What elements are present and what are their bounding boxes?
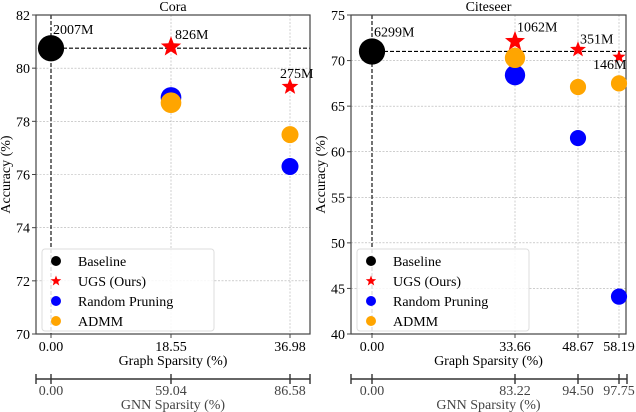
size-annotation: 146M (593, 58, 627, 73)
x-tick-label: 18.55 (155, 340, 187, 355)
y-tick-label: 60 (331, 146, 345, 161)
secondary-tick-label: 97.75 (603, 384, 635, 399)
legend-marker-star (50, 275, 62, 286)
y-tick-label: 50 (331, 237, 345, 252)
x-tick-label: 58.19 (603, 340, 635, 355)
ugs-ours-point (570, 41, 586, 57)
legend-marker-star (365, 275, 377, 286)
legend-marker-circle (366, 316, 376, 326)
y-tick-label: 65 (331, 100, 345, 115)
legend-label: Random Pruning (78, 295, 173, 310)
legend-label: UGS (Ours) (78, 275, 146, 290)
legend-marker-circle (51, 296, 61, 306)
legend-box (41, 248, 215, 332)
y-tick-label: 82 (16, 9, 30, 24)
y-tick-label: 70 (331, 55, 345, 70)
y-tick-label: 45 (331, 282, 345, 297)
admm-point (160, 92, 182, 114)
cora-panel: Cora 70 72 74 76 78 80 82 Accuracy (%) 0.00 18.55 3… (0, 0, 314, 412)
y-tick-label: 80 (16, 62, 30, 77)
legend-marker-circle (51, 256, 61, 266)
baseline-point (37, 35, 65, 62)
admm-point (504, 47, 526, 68)
ugs-ours-point (612, 49, 626, 63)
secondary-tick-label: 0.00 (360, 384, 385, 399)
secondary-tick-label: 83.22 (499, 384, 531, 399)
random-pruning-point (569, 129, 587, 147)
ugs-ours-point (504, 30, 526, 50)
admm-point (610, 75, 628, 92)
legend-label: ADMM (393, 315, 439, 330)
legend-marker-circle (366, 256, 376, 266)
y-tick-label: 76 (16, 169, 30, 184)
size-annotation: 826M (175, 28, 209, 43)
secondary-axis-label: GNN Sparsity (%) (121, 398, 226, 412)
citeseer-panel: Citeseer 40 45 50 55 60 65 70 75 Accuracy (%) 0.00… (314, 0, 635, 412)
random-pruning-point (281, 158, 299, 176)
legend-label: Baseline (78, 255, 126, 270)
x-axis-label: Graph Sparsity (%) (434, 354, 543, 369)
secondary-tick-label: 94.50 (562, 384, 594, 399)
size-annotation: 2007M (53, 23, 94, 38)
legend-label: ADMM (78, 315, 124, 330)
secondary-tick-label: 0.00 (39, 384, 64, 399)
y-tick-label: 78 (16, 115, 30, 130)
x-tick-label: 33.66 (499, 340, 531, 355)
y-tick-label: 75 (331, 9, 345, 24)
x-tick-label: 36.98 (274, 340, 306, 355)
random-pruning-point (504, 64, 526, 86)
y-axis-label: Accuracy (%) (314, 135, 329, 213)
size-annotation: 1062M (517, 20, 558, 35)
secondary-axis-label: GNN Sparsity (%) (436, 398, 541, 412)
secondary-tick-label: 86.58 (274, 384, 306, 399)
ugs-ours-point (281, 77, 299, 94)
plot-frame (350, 14, 627, 335)
y-axis-label: Accuracy (%) (0, 135, 14, 213)
chart-title: Cora (159, 0, 187, 15)
secondary-tick-label: 59.04 (155, 384, 187, 399)
legend-marker-circle (366, 296, 376, 306)
y-tick-label: 55 (331, 191, 345, 206)
ugs-ours-point (160, 36, 182, 56)
legend-marker-circle (51, 316, 61, 326)
y-tick-label: 70 (16, 328, 30, 343)
legend-box (356, 248, 530, 332)
baseline-point (358, 38, 386, 65)
y-tick-label: 40 (331, 328, 345, 343)
legend-label: Random Pruning (393, 295, 488, 310)
x-axis-label: Graph Sparsity (%) (119, 354, 228, 369)
y-tick-label: 74 (16, 222, 30, 237)
legend-label: UGS (Ours) (393, 275, 461, 290)
random-pruning-point (610, 288, 628, 305)
x-tick-label: 48.67 (562, 340, 594, 355)
y-tick-label: 72 (16, 275, 30, 290)
size-annotation: 6299M (374, 25, 415, 40)
chart-title: Citeseer (466, 0, 512, 15)
x-tick-label: 0.00 (39, 340, 64, 355)
legend-label: Baseline (393, 255, 441, 270)
x-tick-label: 0.00 (360, 340, 385, 355)
size-annotation: 275M (280, 67, 314, 82)
admm-point (569, 78, 587, 96)
admm-point (281, 126, 299, 144)
size-annotation: 351M (580, 33, 614, 48)
